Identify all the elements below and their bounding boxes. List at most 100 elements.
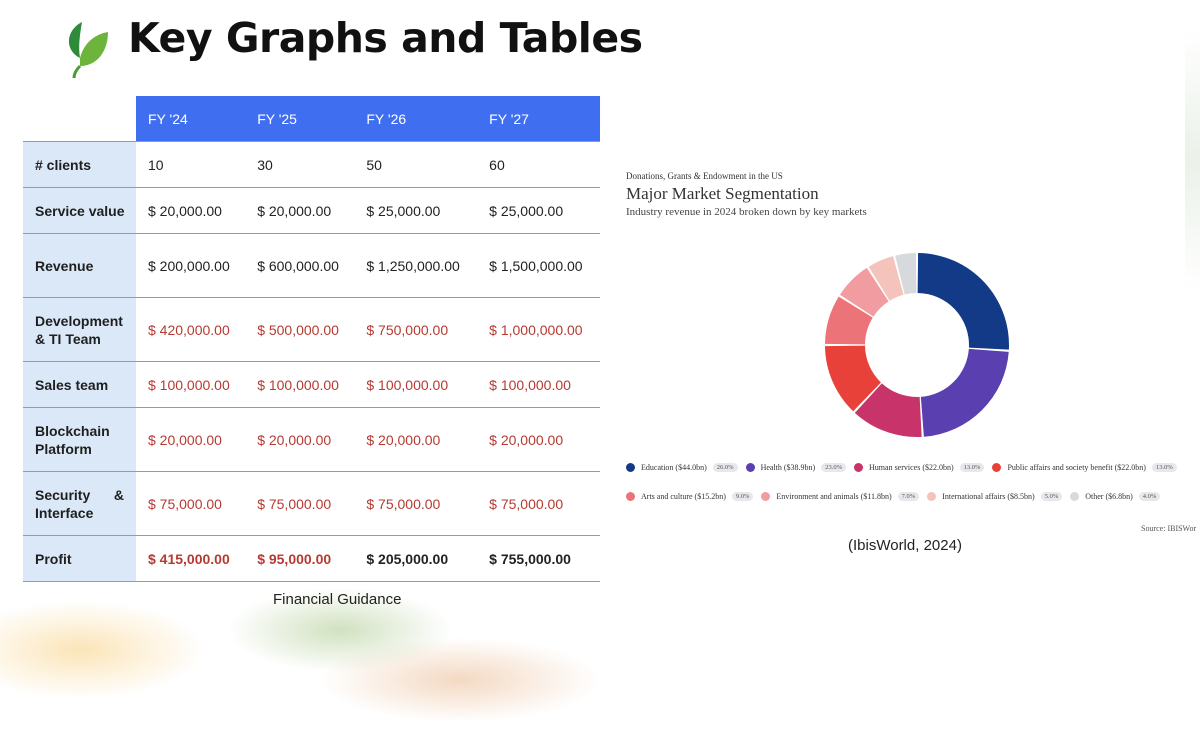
legend-swatch [626,463,635,472]
legend-percent: 5.0% [1040,492,1063,501]
legend-label: Arts and culture ($15.2bn) [641,492,726,501]
chart-supertitle: Donations, Grants & Endowment in the US [626,171,783,181]
row-label: Profit [23,535,136,582]
chart-caption: (IbisWorld, 2024) [848,537,962,554]
table-cell: $ 20,000.00 [354,407,478,472]
background-glow [0,560,660,740]
table-row: Revenue $ 200,000.00 $ 600,000.00 $ 1,25… [23,233,600,298]
page-title: Key Graphs and Tables [128,14,643,62]
legend-label: Public affairs and society benefit ($22.… [1007,463,1146,472]
donut-slice-8 [895,253,917,295]
table-cell: $ 75,000.00 [354,471,478,536]
legend-item: Arts and culture ($15.2bn) 9.0% [626,492,754,501]
legend-swatch [626,492,635,501]
table-cell: $ 1,000,000.00 [477,297,600,362]
financial-table: FY '24 FY '25 FY '26 FY '27 # clients 10… [23,96,600,582]
table-cell: $ 200,000.00 [136,233,246,298]
legend-swatch [1070,492,1080,501]
table-row: Profit $ 415,000.00 $ 95,000.00 $ 205,00… [23,535,600,582]
legend-item: Education ($44.0bn) 26.0% [626,463,738,472]
table-cell: $ 415,000.00 [136,535,246,582]
table-cell: $ 100,000.00 [136,361,246,408]
table-corner [23,96,136,142]
table-header-row: FY '24 FY '25 FY '26 FY '27 [23,96,600,142]
donut-slice-6 [839,267,889,317]
table-caption: Financial Guidance [273,591,402,608]
table-cell: $ 20,000.00 [245,407,355,472]
table-cell: $ 25,000.00 [477,187,600,234]
donut-slice-7 [868,256,904,301]
table-cell: 60 [477,141,600,188]
table-cell: $ 75,000.00 [245,471,355,536]
table-cell: $ 75,000.00 [136,471,246,536]
chart-subtitle: Industry revenue in 2024 broken down by … [626,206,867,218]
table-cell: $ 1,500,000.00 [477,233,600,298]
table-cell: 50 [354,141,478,188]
row-label-part: & [113,486,124,503]
table-cell: $ 755,000.00 [477,535,600,582]
table-cell: $ 205,000.00 [354,535,478,582]
donut-slice-4 [825,345,881,412]
table-cell: $ 1,250,000.00 [354,233,478,298]
legend-label: Health ($38.9bn) [760,463,816,472]
table-cell: 10 [136,141,246,188]
table-row: Sales team $ 100,000.00 $ 100,000.00 $ 1… [23,361,600,408]
table-cell: $ 95,000.00 [245,535,355,582]
market-segmentation-chart: Donations, Grants & Endowment in the US … [600,160,1200,560]
table-cell: $ 100,000.00 [477,361,600,408]
col-header: FY '27 [477,96,600,142]
table-cell: $ 420,000.00 [136,297,246,362]
table-cell: $ 75,000.00 [477,471,600,536]
legend-swatch [927,492,937,501]
legend-percent: 13.0% [1151,463,1177,472]
donut-slice-2 [920,348,1009,437]
legend-item: Environment and animals ($11.8bn) 7.0% [761,492,920,501]
table-row: Blockchain Platform $ 20,000.00 $ 20,000… [23,407,600,472]
legend-swatch [992,463,1002,472]
legend-label: Other ($6.8bn) [1085,492,1133,501]
table-row: Service value $ 20,000.00 $ 20,000.00 $ … [23,187,600,234]
row-label: Security & Interface [23,471,136,536]
table-row: Development & TI Team $ 420,000.00 $ 500… [23,297,600,362]
table-cell: $ 100,000.00 [354,361,478,408]
table-row: # clients 10 30 50 60 [23,141,600,188]
table-row: Security & Interface $ 75,000.00 $ 75,00… [23,471,600,536]
chart-legend-row-2: Arts and culture ($15.2bn) 9.0% Environmen… [626,492,1168,501]
table-cell: $ 20,000.00 [245,187,355,234]
donut-slice-5 [825,296,873,345]
chart-title: Major Market Segmentation [626,184,819,203]
table-cell: $ 20,000.00 [136,187,246,234]
row-label: Blockchain Platform [23,407,136,472]
legend-item: Health ($38.9bn) 23.0% [745,463,847,472]
legend-item: Other ($6.8bn) 4.0% [1070,492,1161,501]
row-label: Sales team [23,361,136,408]
legend-swatch [761,492,771,501]
row-label-part: Interface [35,504,94,521]
legend-item: International affairs ($8.5bn) 5.0% [927,492,1063,501]
donut-slice-3 [854,383,922,437]
legend-percent: 9.0% [731,492,754,501]
table-cell: $ 20,000.00 [477,407,600,472]
legend-item: Public affairs and society benefit ($22.… [992,463,1177,472]
table-cell: $ 25,000.00 [354,187,478,234]
legend-percent: 4.0% [1138,492,1161,501]
chart-source: Source: IBISWor [1141,524,1197,533]
table-cell: $ 100,000.00 [245,361,355,408]
table-cell: $ 20,000.00 [136,407,246,472]
table-cell: $ 750,000.00 [354,297,478,362]
legend-swatch [854,463,864,472]
col-header: FY '25 [245,96,355,142]
legend-label: International affairs ($8.5bn) [942,492,1035,501]
legend-percent: 23.0% [821,463,847,472]
row-label: Service value [23,187,136,234]
chart-legend-row-1: Education ($44.0bn) 26.0% Health ($38.9bn)… [626,463,1185,472]
legend-item: Human services ($22.0bn) 13.0% [854,463,985,472]
leaf-logo-icon [68,22,108,79]
legend-label: Environment and animals ($11.8bn) [776,492,892,501]
col-header: FY '26 [354,96,478,142]
legend-swatch [745,463,755,472]
table-cell: $ 500,000.00 [245,297,355,362]
row-label: Development & TI Team [23,297,136,362]
col-header: FY '24 [136,96,246,142]
table-cell: $ 600,000.00 [245,233,355,298]
